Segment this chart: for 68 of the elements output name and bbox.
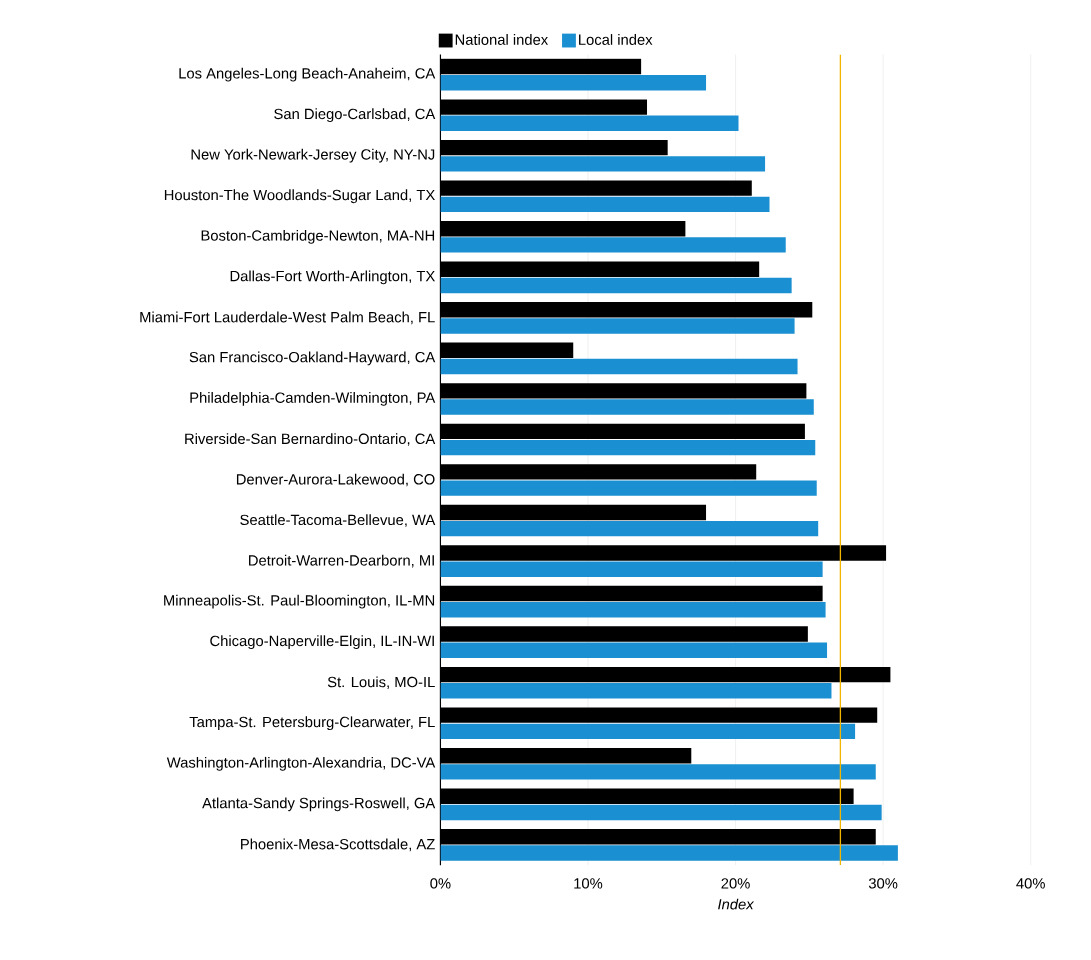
y-tick-label: Phoenix-Mesa-Scottsdale, AZ — [241, 838, 435, 852]
y-tick-label: Miami-Fort Lauderdale-West Palm Beach, FL — [140, 311, 435, 325]
bar — [440, 723, 856, 740]
y-tick-label: Minneapolis-St. Paul-Bloomington, IL-MN — [164, 594, 435, 609]
bar — [440, 383, 807, 399]
bar — [440, 439, 816, 456]
bar — [440, 277, 792, 294]
x-tick-label: 20% — [721, 878, 750, 889]
y-tick-label: Tampa-St. Petersburg-Clearwater, FL — [189, 716, 435, 731]
y-tick-label: Denver-Aurora-Lakewood, CO — [236, 473, 435, 487]
y-tick-label: Los Angeles-Long Beach-Anaheim, CA — [179, 67, 436, 82]
y-tick-label: Philadelphia-Camden-Wilmington, PA — [190, 392, 436, 406]
y-tick-label: Chicago-Naperville-Elgin, IL-IN-WI — [210, 635, 434, 650]
x-tick-label: 0% — [430, 878, 451, 889]
legend-label: Local index — [579, 34, 653, 45]
bar — [440, 196, 770, 213]
bar — [440, 115, 739, 131]
bar — [440, 747, 692, 764]
bar — [440, 180, 752, 196]
bar — [440, 58, 642, 75]
y-tick-label: Atlanta-Sandy Springs-Roswell, GA — [202, 797, 436, 812]
bar — [440, 683, 832, 699]
bar — [440, 220, 686, 237]
bar — [440, 237, 786, 253]
y-tick-label: St. Louis, MO-IL — [327, 676, 435, 689]
x-tick-label: 10% — [574, 878, 603, 889]
bar — [440, 302, 813, 318]
y-tick-label: Detroit-Warren-Dearborn, MI — [249, 554, 434, 568]
bar — [440, 520, 819, 537]
bar — [440, 399, 814, 415]
bar — [440, 545, 887, 561]
bar — [440, 75, 707, 91]
bar — [440, 585, 823, 602]
bar — [440, 156, 766, 172]
bar — [440, 99, 648, 115]
bar — [440, 358, 798, 375]
bar — [440, 788, 854, 804]
legend-label: National index — [455, 34, 549, 45]
bar — [440, 829, 876, 845]
bar — [440, 342, 574, 358]
y-tick-label: Dallas-Fort Worth-Arlington, TX — [230, 270, 435, 285]
bar — [440, 464, 757, 480]
bar — [440, 602, 826, 618]
y-tick-label: San Diego-Carlsbad, CA — [274, 108, 436, 123]
bar — [440, 642, 828, 658]
y-tick-label: San Francisco-Oakland-Hayward, CA — [189, 351, 436, 366]
bar — [440, 504, 707, 521]
x-tick-label: 30% — [868, 878, 898, 889]
bar — [440, 423, 805, 440]
bar — [440, 845, 898, 861]
bar — [440, 139, 668, 156]
bar — [440, 561, 823, 577]
bar — [440, 261, 760, 277]
bar — [440, 707, 878, 723]
y-tick-label: Riverside-San Bernardino-Ontario, CA — [185, 433, 436, 446]
y-tick-label: Seattle-Tacoma-Bellevue, WA — [240, 514, 436, 527]
y-tick-label: Houston-The Woodlands-Sugar Land, TX — [164, 189, 435, 204]
y-tick-label: Boston-Cambridge-Newton, MA-NH — [201, 229, 435, 244]
bar — [440, 480, 817, 496]
x-axis-title: Index — [718, 898, 755, 910]
bar — [440, 318, 795, 334]
bar — [440, 626, 808, 642]
bar — [440, 804, 882, 821]
y-tick-label: New York-Newark-Jersey City, NY-NJ — [191, 148, 435, 163]
x-tick-label: 40% — [1016, 878, 1045, 889]
bar — [440, 764, 876, 780]
y-tick-label: Washington-Arlington-Alexandria, DC-VA — [166, 756, 436, 771]
bar — [440, 666, 891, 683]
